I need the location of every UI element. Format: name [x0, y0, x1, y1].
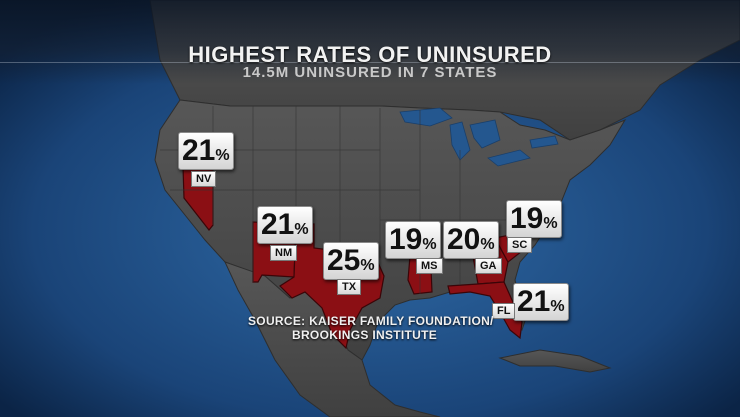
rate-value: 21 [261, 208, 295, 241]
state-fl [447, 281, 523, 340]
rate-unit: % [294, 221, 309, 238]
rate-unit: % [480, 236, 495, 253]
rate-label-fl: 21% [513, 283, 569, 321]
source-line-2: BROOKINGS INSTITUTE [292, 328, 438, 342]
rate-value: 25 [327, 244, 361, 277]
state-abbr-nm: NM [270, 245, 298, 261]
page-subtitle: 14.5M UNINSURED IN 7 STATES [242, 64, 498, 81]
state-abbr-fl: FL [492, 303, 516, 319]
state-abbr-nv: NV [191, 171, 217, 187]
title-divider [0, 62, 740, 63]
state-abbr-tx: TX [337, 279, 362, 295]
page-title: HIGHEST RATES OF UNINSURED [188, 42, 552, 67]
state-abbr-ms: MS [416, 258, 443, 274]
rate-unit: % [543, 215, 558, 232]
rate-label-tx: 25% [323, 242, 379, 280]
great-lakes [399, 107, 559, 167]
rate-value: 19 [389, 223, 423, 256]
rate-label-ga: 20% [443, 221, 499, 259]
state-abbr-sc: SC [507, 237, 533, 253]
rate-unit: % [550, 298, 565, 315]
rate-label-sc: 19% [506, 200, 562, 238]
source-credit: SOURCE: KAISER FAMILY FOUNDATION/ BROOKI… [248, 314, 494, 342]
title-band [0, 0, 740, 84]
rate-label-nv: 21% [178, 132, 234, 170]
rate-label-nm: 21% [257, 206, 313, 244]
rate-value: 19 [510, 202, 544, 235]
rate-unit: % [422, 236, 437, 253]
source-line-1: SOURCE: KAISER FAMILY FOUNDATION/ [248, 314, 494, 328]
cuba [498, 349, 612, 373]
rate-value: 20 [447, 223, 481, 256]
rate-value: 21 [517, 285, 551, 318]
rate-value: 21 [182, 134, 216, 167]
state-abbr-ga: GA [475, 258, 502, 274]
rate-unit: % [215, 147, 230, 164]
rate-unit: % [360, 257, 375, 274]
rate-label-ms: 19% [385, 221, 441, 259]
